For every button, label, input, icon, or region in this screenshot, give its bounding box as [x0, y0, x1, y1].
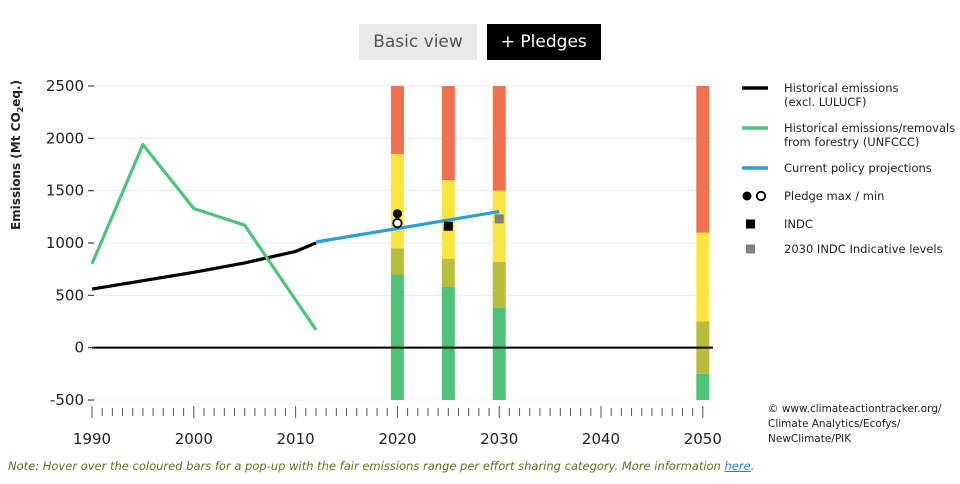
effort-bar-band [390, 274, 404, 400]
y-tick-label: -500 [50, 391, 84, 409]
legend-pledge-min-symbol [755, 190, 767, 202]
effort-bar-band [492, 307, 506, 400]
y-tick-label: 500 [55, 286, 84, 304]
effort-bar-band [492, 261, 506, 308]
copyright-notice: © www.climateactiontracker.org/Climate A… [768, 403, 942, 445]
legend-pledge-max-symbol [742, 191, 752, 201]
indicative-marker [494, 214, 504, 224]
effort-bar-band [390, 154, 404, 249]
y-axis-label: Emissions (Mt CO2eq.) [9, 80, 25, 230]
pledge-markers [392, 209, 504, 231]
effort-bar-band [390, 86, 404, 155]
y-tick-label: 2000 [46, 129, 84, 147]
y-axis: Emissions (Mt CO2eq.) 2500 2000 1500 1000 50… [9, 77, 94, 409]
copyright-line: Climate Analytics/Ecofys/ [768, 418, 901, 430]
pledges-view-button[interactable]: + Pledges [486, 24, 601, 60]
note-text: Note: Hover over the coloured bars for a… [8, 459, 754, 473]
series-line [90, 143, 318, 331]
legend-label: Historical emissions [784, 81, 899, 95]
effort-bar-band [390, 248, 404, 275]
effort-bar-band [492, 190, 506, 262]
y-tick-label: 2500 [46, 77, 84, 95]
legend-label-line2: from forestry (UNFCCC) [784, 135, 919, 149]
x-tick-label: 2040 [582, 430, 620, 448]
legend-indicative-symbol [746, 244, 755, 254]
legend-indc-symbol [746, 219, 755, 229]
effort-bar-band [696, 232, 710, 322]
x-tick-label: 2010 [277, 430, 315, 448]
x-tick-label: 2000 [175, 430, 213, 448]
emissions-chart: Emissions (Mt CO2eq.) 2500 2000 1500 1000 50… [9, 77, 955, 448]
copyright-line: NewClimate/PIK [768, 433, 852, 445]
series-line [91, 241, 317, 291]
view-toggle: Basic view + Pledges [0, 24, 960, 60]
indc-marker [443, 221, 453, 231]
effort-sharing-bars [390, 86, 710, 400]
legend-label: 2030 INDC Indicative levels [784, 242, 943, 256]
more-info-link[interactable]: here [724, 459, 751, 473]
legend: Historical emissions(excl. LULUCF) Histor… [742, 81, 955, 256]
note-end: . [750, 459, 755, 473]
effort-bar-band [696, 86, 710, 233]
y-tick-label: 0 [74, 339, 84, 357]
note-body: Note: Hover over the coloured bars for a… [8, 459, 725, 473]
effort-bar-band [492, 86, 506, 191]
x-tick-label: 2030 [480, 430, 518, 448]
legend-label-line2: (excl. LULUCF) [784, 95, 866, 109]
effort-bar-band [441, 86, 455, 181]
effort-bar-band [441, 286, 455, 400]
series-line [315, 210, 500, 244]
series-lines [90, 143, 500, 331]
legend-label: Pledge max / min [784, 189, 884, 203]
legend-label: INDC [784, 217, 813, 231]
y-tick-label: 1500 [46, 182, 84, 200]
basic-view-button[interactable]: Basic view [359, 24, 477, 60]
copyright-line: © www.climateactiontracker.org/ [768, 403, 942, 415]
x-tick-label: 1990 [73, 430, 111, 448]
x-axis: 1990 2000 2010 2020 2030 2040 2050 [73, 406, 722, 448]
x-tick-label: 2020 [378, 430, 416, 448]
effort-bar-band [441, 258, 455, 287]
pledge-max-marker [392, 209, 402, 219]
legend-label: Historical emissions/removals [784, 121, 955, 135]
legend-label: Current policy projections [784, 161, 932, 175]
pledge-min-marker [392, 218, 403, 229]
y-tick-label: 1000 [46, 234, 84, 252]
x-tick-label: 2050 [684, 430, 722, 448]
effort-bar-band [696, 373, 710, 400]
